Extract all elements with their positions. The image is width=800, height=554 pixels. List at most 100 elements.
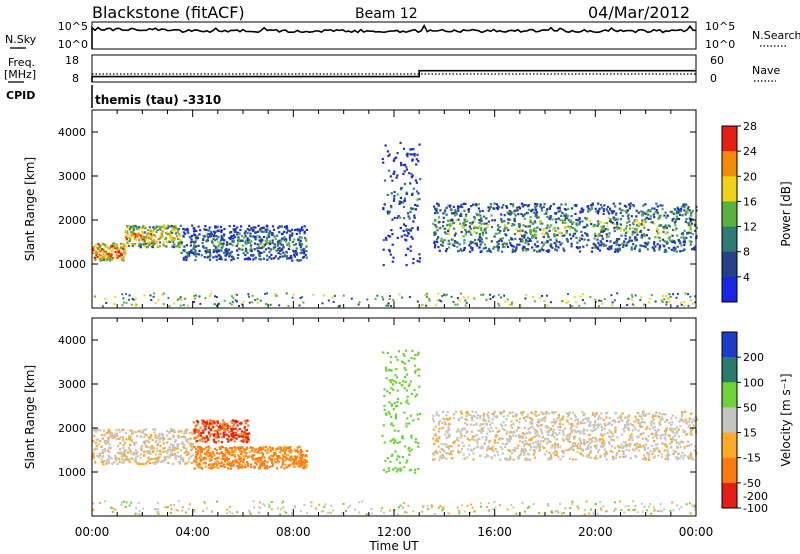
scatter-point <box>406 399 409 402</box>
scatter-point <box>418 385 421 388</box>
scatter-point <box>548 226 551 229</box>
scatter-point <box>521 238 524 241</box>
scatter-point <box>660 453 664 456</box>
scatter-point <box>557 455 560 458</box>
scatter-point <box>219 422 222 425</box>
scatter-point <box>595 210 598 213</box>
scatter-point <box>665 419 668 422</box>
scatter-point <box>243 431 246 434</box>
scatter-point <box>603 427 606 430</box>
scatter-point <box>213 447 217 450</box>
scatter-point <box>216 246 219 249</box>
scatter-point <box>663 443 667 446</box>
scatter-point <box>225 247 228 250</box>
scatter-point <box>390 381 393 384</box>
scatter-point <box>111 436 115 439</box>
scatter-point <box>119 442 122 445</box>
scatter-point <box>450 457 454 460</box>
scatter-point <box>141 431 144 434</box>
scatter-point <box>533 249 536 252</box>
scatter-point <box>447 204 450 207</box>
scatter-point <box>180 241 183 244</box>
scatter-point <box>411 227 414 230</box>
scatter-point <box>98 454 102 457</box>
scatter-point <box>659 418 662 421</box>
scatter-point <box>397 430 400 433</box>
scatter-point <box>214 226 217 229</box>
scatter-point <box>494 439 497 442</box>
scatter-point <box>481 209 484 213</box>
scatter-point <box>549 216 552 219</box>
scatter-point <box>403 411 406 414</box>
scatter-point <box>599 455 602 459</box>
scatter-point <box>466 220 469 223</box>
scatter-point <box>240 225 243 228</box>
scatter-point <box>465 431 468 434</box>
scatter-point <box>521 441 524 444</box>
scatter-point <box>467 413 470 416</box>
scatter-point <box>542 440 545 443</box>
scatter-point <box>570 425 573 428</box>
scatter-point <box>487 428 490 431</box>
scatter-point <box>608 232 611 235</box>
scatter-point <box>663 436 666 439</box>
noise-panel-frame <box>91 21 697 50</box>
scatter-point <box>561 242 564 245</box>
scatter-point <box>550 446 553 449</box>
scatter-point <box>635 228 638 231</box>
scatter-point <box>167 438 170 441</box>
scatter-point <box>403 234 406 237</box>
scatter-point <box>105 459 108 463</box>
scatter-point <box>395 413 398 416</box>
scatter-point <box>121 436 124 439</box>
scatter-point <box>392 199 396 202</box>
scatter-point <box>321 302 324 305</box>
scatter-point <box>156 450 159 453</box>
scatter-point <box>508 239 511 242</box>
scatter-point <box>215 258 218 261</box>
scatter-point <box>268 240 271 243</box>
scatter-point <box>165 231 168 234</box>
scatter-point <box>399 467 402 470</box>
scatter-point <box>396 442 399 445</box>
scatter-point <box>181 442 184 445</box>
scatter-point <box>603 442 606 445</box>
scatter-point <box>616 249 619 252</box>
scatter-point <box>254 231 257 234</box>
scatter-point <box>599 221 602 224</box>
scatter-point <box>509 213 512 216</box>
scatter-point <box>687 222 690 225</box>
scatter-point <box>204 297 207 300</box>
scatter-point <box>518 457 521 460</box>
scatter-point <box>155 225 158 228</box>
scatter-point <box>410 173 413 176</box>
scatter-point <box>518 421 521 424</box>
scatter-point <box>179 242 182 245</box>
scatter-point <box>151 450 155 454</box>
scatter-point <box>240 432 243 435</box>
scatter-point <box>436 227 439 230</box>
scatter-point <box>254 448 257 451</box>
scatter-point <box>664 232 667 235</box>
scatter-point <box>214 246 217 249</box>
scatter-point <box>576 247 579 250</box>
scatter-point <box>194 425 197 428</box>
scatter-point <box>694 295 697 298</box>
scatter-point <box>102 250 105 253</box>
scatter-point <box>198 462 201 466</box>
scatter-point <box>599 225 602 228</box>
scatter-point <box>612 210 615 213</box>
scatter-point <box>201 440 204 443</box>
scatter-point <box>510 210 513 213</box>
scatter-point <box>688 417 691 420</box>
scatter-point <box>658 246 661 249</box>
scatter-point <box>233 455 236 458</box>
scatter-point <box>215 251 218 254</box>
scatter-point <box>414 208 418 211</box>
scatter-point <box>433 452 436 455</box>
scatter-point <box>509 203 512 206</box>
scatter-point <box>549 205 552 208</box>
scatter-point <box>447 242 450 245</box>
scatter-point <box>208 452 211 455</box>
scatter-point <box>120 255 123 258</box>
